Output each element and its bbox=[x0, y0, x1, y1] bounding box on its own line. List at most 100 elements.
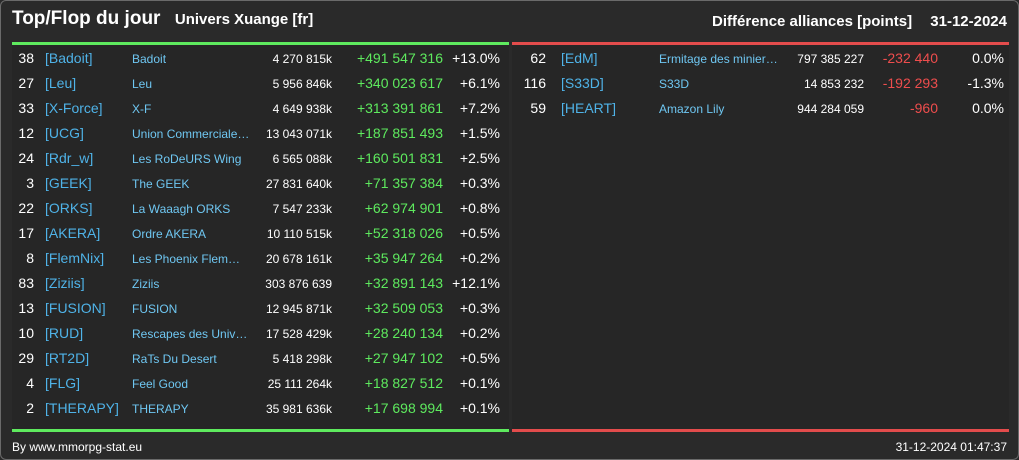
alliance-row: 13 [FUSION] FUSION 12 945 871k +32 509 053 +0… bbox=[12, 295, 509, 320]
alliance-tag-link[interactable]: [Leu] bbox=[45, 75, 76, 91]
alliance-pct: +0.2% bbox=[443, 250, 500, 266]
footer-timestamp: 31-12-2024 01:47:37 bbox=[896, 440, 1007, 454]
alliance-diff: -192 293 bbox=[864, 75, 938, 91]
alliance-name-link[interactable]: THERAPY bbox=[132, 402, 254, 416]
alliance-rank: 10 bbox=[12, 325, 34, 341]
alliance-name-link[interactable]: Ermitage des minier… bbox=[659, 52, 783, 66]
alliance-points: 13 043 071k bbox=[242, 127, 332, 141]
alliance-points: 20 678 161k bbox=[242, 252, 332, 266]
alliance-rank: 4 bbox=[12, 375, 34, 391]
alliance-rank: 2 bbox=[12, 400, 34, 416]
alliance-tag-link[interactable]: [ORKS] bbox=[45, 200, 92, 216]
alliance-row: 2 [THERAPY] THERAPY 35 981 636k +17 698 994 +… bbox=[12, 395, 509, 420]
alliance-rank: 22 bbox=[12, 200, 34, 216]
alliance-diff: +17 698 994 bbox=[332, 400, 443, 416]
alliance-rank: 12 bbox=[12, 125, 34, 141]
alliance-row: 17 [AKERA] Ordre AKERA 10 110 515k +52 318 0… bbox=[12, 220, 509, 245]
alliance-rank: 29 bbox=[12, 350, 34, 366]
alliance-name-link[interactable]: Ordre AKERA bbox=[132, 227, 254, 241]
header-date: 31-12-2024 bbox=[930, 13, 1007, 30]
alliance-tag-link[interactable]: [X-Force] bbox=[45, 100, 103, 116]
alliance-points: 10 110 515k bbox=[242, 227, 332, 241]
alliance-tag-link[interactable]: [GEEK] bbox=[45, 175, 92, 191]
alliance-diff: +187 851 493 bbox=[332, 125, 443, 141]
alliance-points: 944 284 059 bbox=[774, 102, 864, 116]
footer-credit[interactable]: By www.mmorpg-stat.eu bbox=[12, 440, 142, 454]
alliance-tag-link[interactable]: [FlemNix] bbox=[45, 250, 104, 266]
alliance-tag-link[interactable]: [UCG] bbox=[45, 125, 84, 141]
header-left: Top/Flop du jour Univers Xuange [fr] bbox=[12, 8, 313, 30]
alliance-name-link[interactable]: Leu bbox=[132, 77, 254, 91]
alliance-points: 27 831 640k bbox=[242, 177, 332, 191]
alliance-name-link[interactable]: La Waaagh ORKS bbox=[132, 202, 254, 216]
alliance-name-link[interactable]: Ziziis bbox=[132, 277, 254, 291]
alliance-rank: 24 bbox=[12, 150, 34, 166]
alliance-name-link[interactable]: X-F bbox=[132, 102, 254, 116]
alliance-rank: 17 bbox=[12, 225, 34, 241]
alliance-name-link[interactable]: Union Commerciale… bbox=[132, 127, 254, 141]
alliance-name-link[interactable]: Rescapes des Univ… bbox=[132, 327, 254, 341]
alliance-name-link[interactable]: Les Phoenix Flem… bbox=[132, 252, 254, 266]
alliance-tag-link[interactable]: [Ziziis] bbox=[45, 275, 85, 291]
alliance-points: 797 385 227 bbox=[774, 52, 864, 66]
alliance-pct: +6.1% bbox=[443, 75, 500, 91]
alliance-name-link[interactable]: Amazon Lily bbox=[659, 102, 783, 116]
alliance-diff: +491 547 316 bbox=[332, 50, 443, 66]
alliance-row: 8 [FlemNix] Les Phoenix Flem… 20 678 161k +3… bbox=[12, 245, 509, 270]
alliance-points: 7 547 233k bbox=[242, 202, 332, 216]
alliance-diff: +160 501 831 bbox=[332, 150, 443, 166]
alliance-pct: -1.3% bbox=[938, 75, 1004, 91]
alliance-tag-link[interactable]: [THERAPY] bbox=[45, 400, 119, 416]
alliance-pct: +0.3% bbox=[443, 300, 500, 316]
alliance-points: 17 528 429k bbox=[242, 327, 332, 341]
alliance-points: 12 945 871k bbox=[242, 302, 332, 316]
alliance-tag-link[interactable]: [FLG] bbox=[45, 375, 80, 391]
alliance-row: 62 [EdM] Ermitage des minier… 797 385 227 -2… bbox=[512, 45, 1009, 70]
alliance-diff: -232 440 bbox=[864, 50, 938, 66]
alliance-tag-link[interactable]: [HEART] bbox=[561, 100, 616, 116]
alliance-pct: +0.1% bbox=[443, 375, 500, 391]
alliance-diff: +340 023 617 bbox=[332, 75, 443, 91]
alliance-pct: +12.1% bbox=[443, 275, 500, 291]
alliance-row: 29 [RT2D] RaTs Du Desert 5 418 298k +27 947 … bbox=[12, 345, 509, 370]
alliance-diff: +313 391 861 bbox=[332, 100, 443, 116]
metric-label: Différence alliances [points] bbox=[712, 13, 912, 30]
alliance-diff: +71 357 384 bbox=[332, 175, 443, 191]
alliance-name-link[interactable]: The GEEK bbox=[132, 177, 254, 191]
alliance-points: 303 876 639 bbox=[242, 277, 332, 291]
alliance-row: 3 [GEEK] The GEEK 27 831 640k +71 357 384 +0.… bbox=[12, 170, 509, 195]
alliance-points: 35 981 636k bbox=[242, 402, 332, 416]
alliance-tag-link[interactable]: [Badoit] bbox=[45, 50, 92, 66]
alliance-name-link[interactable]: Les RoDeURS Wing bbox=[132, 152, 254, 166]
alliance-diff: +18 827 512 bbox=[332, 375, 443, 391]
alliance-tag-link[interactable]: [EdM] bbox=[561, 50, 598, 66]
alliance-points: 6 565 088k bbox=[242, 152, 332, 166]
alliance-name-link[interactable]: Feel Good bbox=[132, 377, 254, 391]
universe-subtitle: Univers Xuange [fr] bbox=[175, 11, 313, 28]
alliance-tag-link[interactable]: [RUD] bbox=[45, 325, 83, 341]
alliance-diff: +62 974 901 bbox=[332, 200, 443, 216]
alliance-name-link[interactable]: FUSION bbox=[132, 302, 254, 316]
alliance-rank: 116 bbox=[512, 75, 546, 91]
top-gainers-panel: 38 [Badoit] Badoit 4 270 815k +491 547 316 +1… bbox=[12, 42, 509, 432]
alliance-diff: +27 947 102 bbox=[332, 350, 443, 366]
alliance-rank: 13 bbox=[12, 300, 34, 316]
alliance-name-link[interactable]: RaTs Du Desert bbox=[132, 352, 254, 366]
alliance-rank: 33 bbox=[12, 100, 34, 116]
alliance-name-link[interactable]: Badoit bbox=[132, 52, 254, 66]
alliance-diff: +32 509 053 bbox=[332, 300, 443, 316]
alliance-tag-link[interactable]: [S33D] bbox=[561, 75, 604, 91]
alliance-row: 12 [UCG] Union Commerciale… 13 043 071k +187… bbox=[12, 120, 509, 145]
alliance-diff: +35 947 264 bbox=[332, 250, 443, 266]
alliance-rank: 59 bbox=[512, 100, 546, 116]
alliance-tag-link[interactable]: [FUSION] bbox=[45, 300, 106, 316]
alliance-row: 22 [ORKS] La Waaagh ORKS 7 547 233k +62 974 … bbox=[12, 195, 509, 220]
alliance-tag-link[interactable]: [AKERA] bbox=[45, 225, 100, 241]
alliance-row: 38 [Badoit] Badoit 4 270 815k +491 547 316 +1… bbox=[12, 45, 509, 70]
top-losers-panel: 62 [EdM] Ermitage des minier… 797 385 227 -2… bbox=[512, 42, 1009, 432]
alliance-rank: 27 bbox=[12, 75, 34, 91]
alliance-name-link[interactable]: S33D bbox=[659, 77, 783, 91]
alliance-tag-link[interactable]: [Rdr_w] bbox=[45, 150, 93, 166]
alliance-tag-link[interactable]: [RT2D] bbox=[45, 350, 89, 366]
